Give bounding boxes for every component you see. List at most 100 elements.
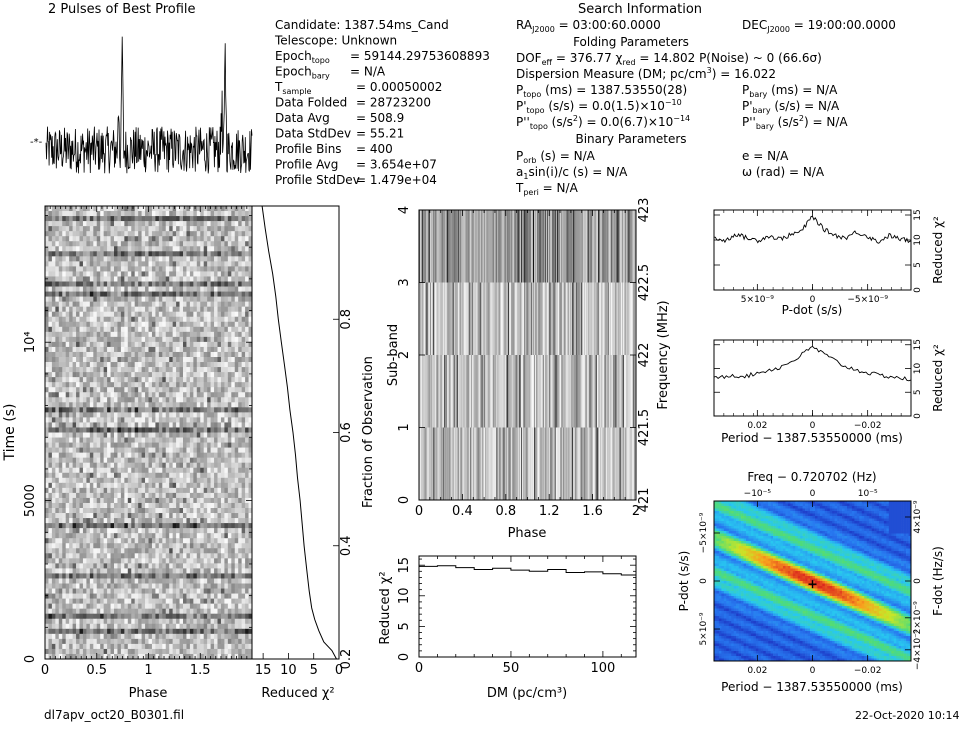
time-phase-cell — [220, 598, 225, 604]
time-phase-cell — [82, 231, 87, 237]
time-phase-cell — [151, 231, 156, 237]
time-phase-cell — [69, 543, 73, 549]
time-phase-cell — [51, 513, 56, 519]
time-phase-cell — [124, 538, 129, 544]
time-phase-cell — [200, 221, 204, 227]
time-phase-cell — [114, 477, 118, 484]
time-phase-cell — [55, 477, 60, 484]
time-phase-cell — [51, 492, 56, 499]
time-phase-cell — [134, 563, 139, 569]
time-phase-cell — [162, 538, 167, 544]
time-phase-cell — [134, 281, 139, 287]
time-phase-cell — [45, 236, 49, 242]
time-phase-cell — [234, 331, 239, 338]
time-phase-cell — [148, 583, 153, 589]
time-phase-cell — [172, 266, 177, 272]
time-phase-cell — [189, 316, 194, 323]
time-phase-cell — [131, 241, 135, 247]
time-phase-cell — [214, 477, 218, 484]
time-phase-cell — [186, 523, 191, 529]
time-phase-cell — [207, 462, 211, 469]
time-phase-cell — [214, 613, 218, 620]
time-phase-cell — [220, 402, 225, 408]
time-phase-cell — [151, 241, 156, 247]
time-phase-cell — [82, 316, 87, 323]
time-phase-cell — [162, 231, 167, 237]
time-phase-cell — [145, 357, 149, 363]
time-phase-cell — [220, 281, 225, 287]
time-phase-cell — [127, 472, 132, 479]
time-phase-cell — [155, 533, 160, 539]
time-phase-cell — [151, 523, 156, 529]
time-phase-cell — [131, 236, 135, 242]
time-phase-cell — [107, 321, 111, 328]
time-phase-cell — [86, 568, 91, 574]
time-phase-cell — [107, 472, 111, 479]
time-phase-cell — [103, 392, 108, 398]
time-phase-cell — [227, 487, 232, 494]
time-phase-cell — [55, 502, 60, 509]
time-phase-cell — [227, 286, 232, 292]
time-phase-cell — [227, 372, 232, 378]
time-phase-cell — [58, 613, 63, 620]
time-phase-cell — [145, 518, 149, 524]
time-phase-cell — [79, 457, 84, 463]
time-phase-cell — [214, 568, 218, 574]
time-phase-cell — [248, 251, 253, 257]
time-phase-cell — [193, 241, 198, 247]
time-phase-cell — [110, 553, 115, 559]
time-phase-cell — [100, 497, 104, 504]
time-phase-cell — [89, 487, 94, 494]
time-phase-cell — [96, 462, 101, 469]
time-phase-cell — [165, 321, 170, 328]
time-phase-cell — [127, 402, 132, 408]
time-phase-cell — [76, 442, 80, 448]
time-phase-cell — [82, 206, 87, 212]
time-phase-cell — [227, 271, 232, 277]
time-phase-cell — [176, 311, 180, 318]
time-phase-cell — [186, 533, 191, 539]
time-phase-cell — [189, 216, 194, 222]
time-phase-cell — [183, 417, 187, 423]
time-phase-cell — [183, 452, 187, 458]
time-phase-cell — [248, 417, 253, 423]
time-phase-cell — [179, 472, 184, 479]
time-phase-cell — [193, 523, 198, 529]
time-phase-cell — [65, 397, 70, 403]
time-phase-cell — [217, 241, 222, 247]
time-phase-cell — [148, 341, 153, 348]
time-phase-cell — [220, 221, 225, 227]
time-phase-cell — [189, 291, 194, 297]
time-phase-cell — [186, 336, 191, 343]
time-phase-cell — [51, 316, 56, 323]
time-phase-cell — [183, 286, 187, 292]
time-phase-cell — [231, 523, 236, 529]
time-phase-cell — [86, 543, 91, 549]
time-phase-cell — [124, 407, 129, 413]
time-phase-cell — [231, 608, 236, 614]
time-phase-cell — [89, 286, 94, 292]
time-phase-cell — [193, 513, 198, 519]
time-phase-cell — [210, 568, 215, 574]
time-phase-cell — [162, 588, 167, 594]
time-phase-cell — [200, 271, 204, 277]
time-phase-cell — [107, 528, 111, 534]
time-phase-cell — [220, 331, 225, 338]
time-phase-cell — [45, 271, 49, 277]
time-phase-cell — [245, 246, 249, 252]
time-phase-cell — [183, 392, 187, 398]
time-phase-cell — [82, 472, 87, 479]
time-phase-cell — [165, 206, 170, 212]
time-phase-cell — [76, 497, 80, 504]
time-phase-cell — [193, 533, 198, 539]
time-phase-cell — [62, 266, 66, 272]
time-phase-cell — [186, 538, 191, 544]
time-phase-cell — [117, 452, 122, 458]
time-phase-cell — [62, 211, 66, 217]
time-phase-cell — [203, 266, 208, 272]
time-phase-cell — [248, 523, 253, 529]
time-phase-cell — [158, 477, 163, 484]
time-phase-cell — [138, 276, 142, 282]
time-phase-cell — [107, 613, 111, 620]
time-phase-cell — [82, 377, 87, 383]
